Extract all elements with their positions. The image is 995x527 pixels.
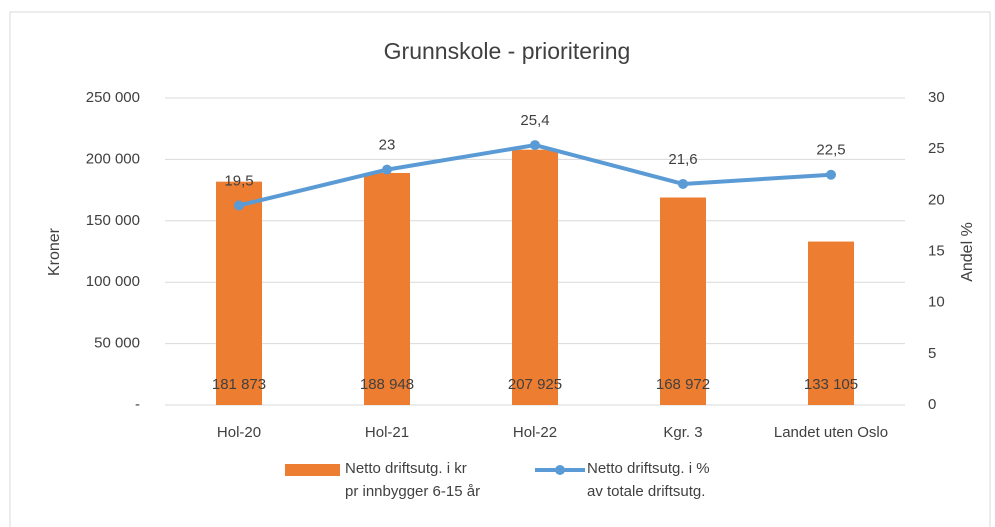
x-tick-label: Hol-21 [365, 424, 409, 441]
y-tick-label: 250 000 [86, 89, 140, 106]
bar [660, 197, 706, 405]
x-tick-label: Kgr. 3 [663, 424, 702, 441]
line-marker [678, 178, 688, 189]
y2-tick-label: 0 [928, 396, 936, 413]
line-marker [382, 164, 392, 175]
x-tick-label: Hol-20 [217, 424, 261, 441]
y2-axis-title: Andel % [959, 222, 976, 282]
bar [364, 172, 410, 405]
bar-value-label: 168 972 [656, 376, 710, 393]
y-tick-label: 200 000 [86, 150, 140, 167]
line-value-label: 21,6 [668, 151, 697, 168]
legend-marker [555, 465, 565, 475]
y2-tick-label: 25 [928, 140, 945, 157]
y-axis-title: Kroner [46, 227, 63, 276]
y-tick-label: - [135, 396, 140, 413]
line-value-label: 22,5 [816, 142, 845, 159]
bar [808, 241, 854, 405]
y2-tick-label: 10 [928, 294, 945, 311]
bar-value-label: 181 873 [212, 376, 266, 393]
line-value-label: 23 [379, 137, 396, 154]
x-tick-label: Hol-22 [513, 424, 557, 441]
chart-border [9, 11, 991, 527]
y2-tick-label: 15 [928, 242, 945, 259]
chart-title: Grunnskole - prioritering [384, 38, 631, 64]
line-value-label: 19,5 [224, 172, 253, 189]
bar [512, 149, 558, 405]
y-tick-label: 50 000 [94, 335, 140, 352]
line-value-label: 25,4 [520, 112, 549, 129]
legend-swatch [285, 464, 340, 476]
bar [216, 181, 262, 405]
line-marker [234, 200, 244, 211]
line-marker [826, 169, 836, 180]
y2-tick-label: 20 [928, 191, 945, 208]
y-tick-label: 150 000 [86, 212, 140, 229]
legend-label: Netto driftsutg. i kr pr innbygger 6-15 … [345, 460, 481, 500]
y-tick-label: 100 000 [86, 273, 140, 290]
line-marker [530, 140, 540, 151]
bar-value-label: 188 948 [360, 376, 414, 393]
bar-value-label: 207 925 [508, 376, 562, 393]
y2-tick-label: 5 [928, 345, 936, 362]
legend-label: Netto driftsutg. i % av totale driftsutg… [587, 460, 710, 500]
x-tick-label: Landet uten Oslo [774, 424, 888, 441]
bar-value-label: 133 105 [804, 376, 858, 393]
y2-tick-label: 30 [928, 89, 945, 106]
